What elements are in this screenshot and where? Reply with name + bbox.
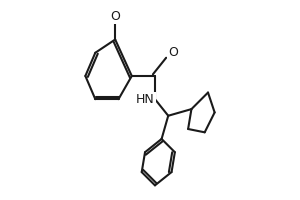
Text: O: O	[168, 46, 178, 59]
Text: O: O	[110, 10, 120, 23]
Text: HN: HN	[136, 93, 155, 106]
